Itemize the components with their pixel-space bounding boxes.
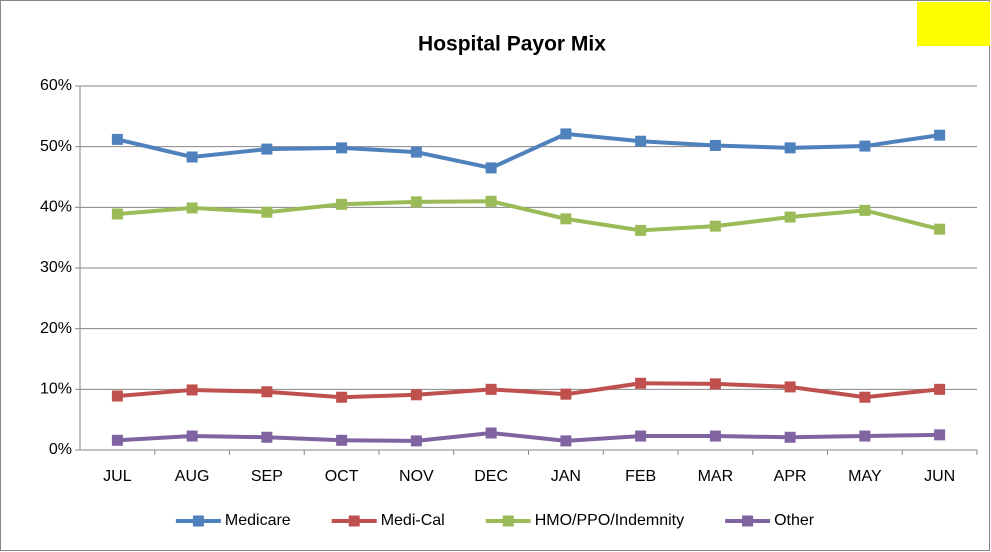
x-tick-label: NOV: [399, 468, 434, 485]
marker: [784, 381, 796, 393]
marker: [560, 435, 572, 447]
series-line: [117, 199, 941, 233]
marker: [934, 383, 946, 395]
x-tick-label: JAN: [551, 468, 581, 485]
marker: [261, 143, 273, 155]
marker: [410, 146, 422, 158]
marker: [186, 151, 198, 163]
marker: [186, 202, 198, 214]
marker: [485, 195, 497, 207]
series-line: [116, 131, 940, 170]
legend-label: Medicare: [225, 512, 291, 529]
marker: [635, 135, 647, 147]
x-tick-label: FEB: [625, 468, 656, 485]
y-tick-label: 30%: [40, 259, 72, 276]
x-tick-label: MAR: [698, 468, 734, 485]
marker: [111, 434, 123, 446]
legend-marker: [502, 515, 514, 527]
marker: [859, 204, 871, 216]
marker: [859, 140, 871, 152]
marker: [709, 139, 721, 151]
x-tick-label: DEC: [474, 468, 508, 485]
marker: [934, 429, 946, 441]
x-tick-label: JUL: [103, 468, 132, 485]
marker: [186, 430, 198, 442]
series-line: [117, 381, 940, 400]
y-tick-label: 0%: [49, 441, 72, 458]
marker: [336, 142, 348, 154]
marker: [709, 378, 721, 390]
marker: [784, 431, 796, 443]
highlight-box: [917, 2, 990, 46]
y-tick-label: 50%: [40, 138, 72, 155]
marker: [336, 391, 348, 403]
marker: [709, 220, 721, 232]
legend-marker: [192, 515, 204, 527]
marker: [111, 208, 123, 220]
marker: [410, 196, 422, 208]
x-tick-label: OCT: [325, 468, 359, 485]
marker: [410, 435, 422, 447]
marker: [261, 206, 273, 218]
marker: [859, 430, 871, 442]
x-tick-label: AUG: [175, 468, 210, 485]
marker: [934, 129, 946, 141]
marker: [485, 427, 497, 439]
legend-label: Other: [774, 512, 815, 529]
marker: [560, 388, 572, 400]
marker: [111, 390, 123, 402]
x-tick-label: APR: [774, 468, 807, 485]
marker: [261, 386, 273, 398]
marker: [859, 391, 871, 403]
legend-marker: [348, 515, 360, 527]
marker: [111, 133, 123, 145]
marker: [635, 377, 647, 389]
marker: [261, 431, 273, 443]
marker: [410, 389, 422, 401]
series-line: [117, 431, 940, 443]
marker: [560, 128, 572, 140]
x-tick-label: JUN: [924, 468, 955, 485]
marker: [635, 224, 647, 236]
legend-label: Medi-Cal: [381, 512, 445, 529]
marker: [934, 223, 946, 235]
legend-marker: [742, 515, 754, 527]
x-tick-label: MAY: [848, 468, 882, 485]
legend-label: HMO/PPO/Indemnity: [535, 512, 684, 529]
marker: [784, 142, 796, 154]
marker: [709, 430, 721, 442]
y-tick-label: 60%: [40, 77, 72, 94]
marker: [560, 213, 572, 225]
y-tick-label: 20%: [40, 320, 72, 337]
y-tick-label: 10%: [40, 381, 72, 398]
marker: [485, 162, 497, 174]
y-tick-label: 40%: [40, 199, 72, 216]
marker: [635, 430, 647, 442]
marker: [336, 434, 348, 446]
marker: [485, 383, 497, 395]
marker: [186, 384, 198, 396]
x-tick-label: SEP: [251, 468, 283, 485]
marker: [784, 211, 796, 223]
chart-title: Hospital Payor Mix: [418, 33, 606, 56]
marker: [336, 198, 348, 210]
